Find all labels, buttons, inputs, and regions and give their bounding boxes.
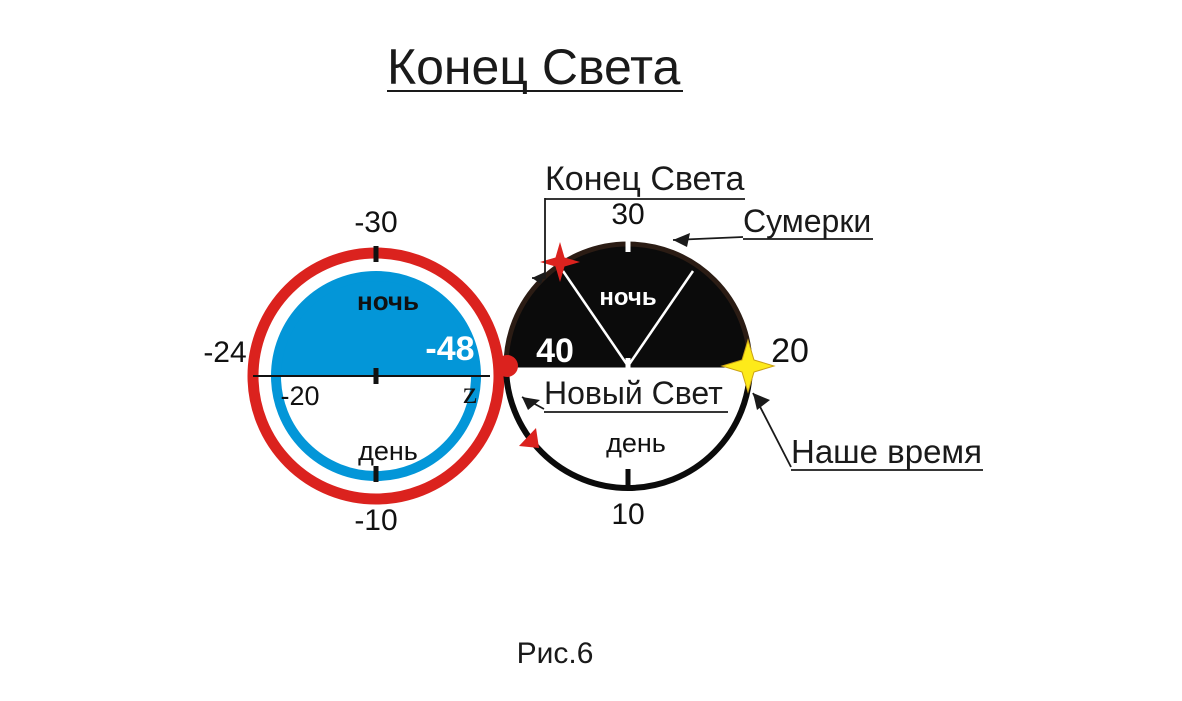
svg-text:Конец Света: Конец Света (545, 160, 745, 198)
svg-text:Новый Свет: Новый Свет (544, 375, 723, 411)
svg-text:-30: -30 (354, 206, 397, 239)
svg-text:-20: -20 (280, 381, 319, 411)
svg-text:Конец Света: Конец Света (387, 39, 680, 95)
svg-text:Рис.6: Рис.6 (517, 637, 594, 670)
svg-text:-48: -48 (425, 330, 474, 368)
svg-text:Сумерки: Сумерки (743, 203, 871, 239)
svg-text:20: 20 (771, 332, 809, 370)
svg-text:10: 10 (611, 498, 644, 531)
svg-text:-24: -24 (203, 336, 246, 369)
svg-text:z: z (463, 374, 477, 410)
svg-text:Наше время: Наше время (791, 433, 982, 470)
svg-text:ночь: ночь (357, 286, 419, 316)
svg-text:30: 30 (611, 198, 644, 231)
svg-text:ночь: ночь (599, 284, 656, 311)
svg-text:день: день (358, 436, 418, 466)
svg-text:день: день (606, 428, 666, 458)
svg-text:40: 40 (536, 332, 574, 370)
svg-text:-10: -10 (354, 504, 397, 537)
